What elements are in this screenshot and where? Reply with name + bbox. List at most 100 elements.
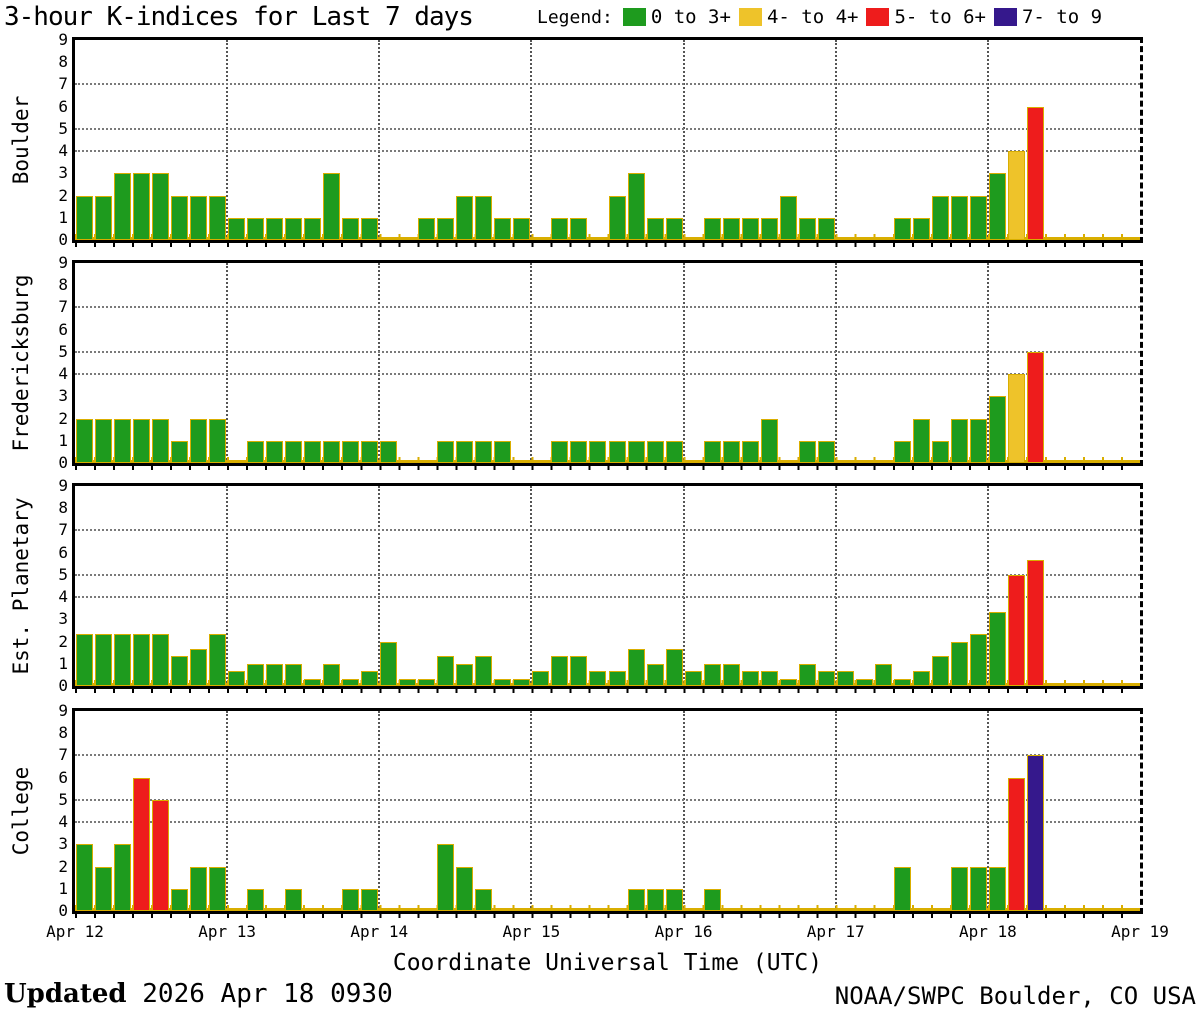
day-gridline xyxy=(226,40,229,240)
k-bar xyxy=(627,441,645,463)
k-bar xyxy=(532,671,550,686)
k-bar xyxy=(722,441,740,463)
k-bar xyxy=(494,218,512,240)
date-tick-label: Apr 12 xyxy=(46,922,104,941)
threshold-gridline-k4 xyxy=(75,373,1140,376)
legend-label: Legend: xyxy=(537,6,613,28)
k-bar xyxy=(513,679,531,686)
k-bar xyxy=(437,844,455,911)
y-tick-label: 3 xyxy=(58,163,68,183)
day-gridline xyxy=(682,711,685,911)
y-tick-label: 6 xyxy=(58,542,68,562)
purple-swatch-icon xyxy=(993,8,1017,26)
y-tick-label: 4 xyxy=(58,587,68,607)
x-axis-title: Coordinate Universal Time (UTC) xyxy=(392,950,823,976)
k-bar xyxy=(817,218,835,240)
k-bar xyxy=(304,218,322,240)
y-tick-label: 0 xyxy=(58,230,68,249)
k-bar xyxy=(95,196,113,240)
k-bar xyxy=(152,800,170,911)
day-gridline xyxy=(378,40,381,240)
k-bar xyxy=(665,649,683,686)
k-bar xyxy=(950,419,968,463)
k-bar xyxy=(323,664,341,686)
kindex-panel-boulder xyxy=(72,37,1143,243)
legend-item-purple: 7- to 9 xyxy=(993,6,1102,28)
kindex-panel-college xyxy=(72,708,1143,914)
k-bar xyxy=(855,679,873,686)
day-gridline xyxy=(226,486,229,686)
k-bar xyxy=(1007,575,1025,686)
k-bar xyxy=(703,889,721,911)
k-bar xyxy=(1026,755,1044,911)
zero-baseline xyxy=(75,683,1140,686)
k-bar xyxy=(361,671,379,686)
y-tick-label: 8 xyxy=(58,275,68,295)
k-bar xyxy=(285,218,303,240)
day-gridline xyxy=(682,263,685,463)
date-tick-label: Apr 19 xyxy=(1111,922,1169,941)
y-tick-label: 7 xyxy=(58,297,68,317)
k-bar xyxy=(969,196,987,240)
minor-ticks xyxy=(75,689,1140,693)
k-bar xyxy=(247,664,265,686)
y-tick-label: 0 xyxy=(58,676,68,695)
k-bar xyxy=(133,173,151,240)
k-bar xyxy=(95,867,113,911)
k-bar xyxy=(171,196,189,240)
threshold-gridline-k4 xyxy=(75,596,1140,599)
y-tick-label: 3 xyxy=(58,834,68,854)
k-bar xyxy=(437,441,455,463)
k-bar xyxy=(380,441,398,463)
k-bar xyxy=(665,889,683,911)
zero-baseline xyxy=(75,237,1140,240)
day-gridline xyxy=(986,40,989,240)
k-bar xyxy=(76,844,94,911)
k-bar xyxy=(589,671,607,686)
k-bar xyxy=(209,196,227,240)
k-bar xyxy=(551,218,569,240)
y-tick-label: 7 xyxy=(58,520,68,540)
k-bar xyxy=(1026,352,1044,463)
zero-baseline xyxy=(75,460,1140,463)
day-gridline xyxy=(986,486,989,686)
day-gridline xyxy=(226,263,229,463)
k-bar xyxy=(741,441,759,463)
y-tick-label: 7 xyxy=(58,745,68,765)
k-bar xyxy=(551,656,569,686)
k-bar xyxy=(665,441,683,463)
k-bar xyxy=(646,889,664,911)
k-bar xyxy=(817,671,835,686)
k-bar xyxy=(570,218,588,240)
k-bar xyxy=(760,419,778,463)
k-bar xyxy=(874,664,892,686)
station-label: College xyxy=(9,766,33,856)
k-bar xyxy=(228,218,246,240)
k-bar xyxy=(475,196,493,240)
k-bar xyxy=(646,441,664,463)
k-bar xyxy=(798,218,816,240)
k-bar xyxy=(228,671,246,686)
minor-ticks xyxy=(75,243,1140,247)
station-label: Boulder xyxy=(9,95,33,185)
y-tick-label: 5 xyxy=(58,341,68,361)
k-bar xyxy=(912,218,930,240)
k-bar xyxy=(342,889,360,911)
threshold-gridline-k7 xyxy=(75,754,1140,757)
k-bar xyxy=(418,679,436,686)
y-tick-label: 2 xyxy=(58,631,68,651)
k-bar xyxy=(627,889,645,911)
k-bar xyxy=(76,634,94,686)
station-label: Fredericksburg xyxy=(9,274,33,452)
k-bar xyxy=(836,671,854,686)
y-tick-label: 4 xyxy=(58,812,68,832)
k-bar xyxy=(209,419,227,463)
y-tick-label: 9 xyxy=(58,476,68,495)
threshold-gridline-k7 xyxy=(75,529,1140,532)
k-bar xyxy=(627,649,645,686)
y-tick-label: 7 xyxy=(58,74,68,94)
y-tick-label: 6 xyxy=(58,96,68,116)
k-bar xyxy=(133,419,151,463)
k-bar xyxy=(304,679,322,686)
day-gridline xyxy=(834,486,837,686)
